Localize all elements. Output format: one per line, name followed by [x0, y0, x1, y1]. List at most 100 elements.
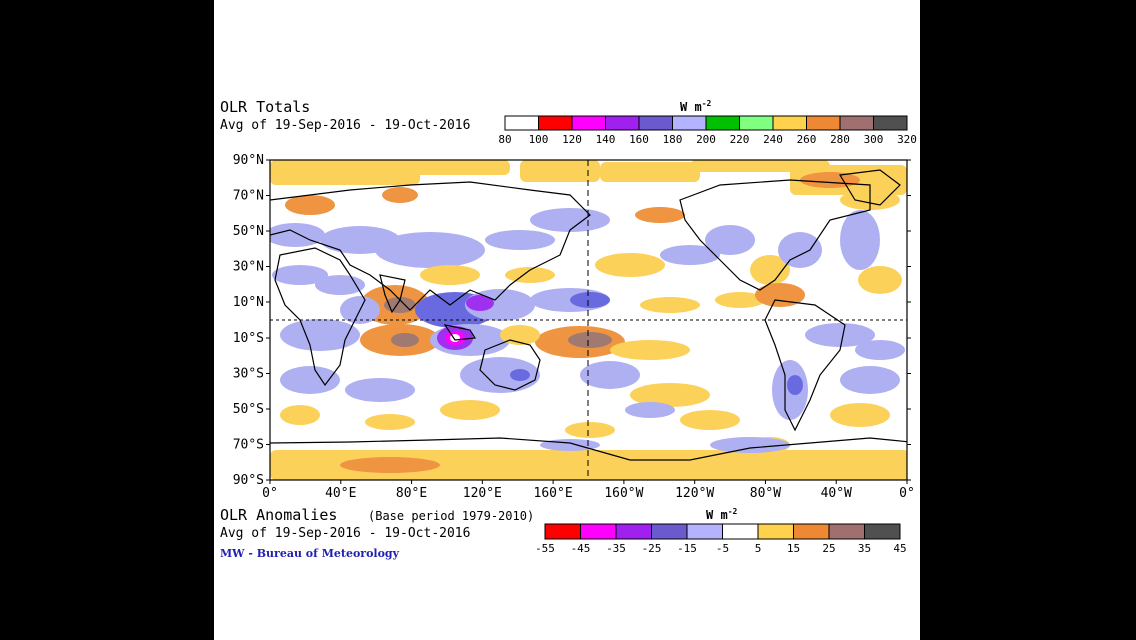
- totals-scale-label: 100: [529, 133, 549, 146]
- lat-label: 50°N: [233, 224, 264, 239]
- anomaly-scale-label: 25: [822, 542, 835, 555]
- anomaly-scale-swatch: [828, 523, 865, 540]
- anomaly-scale-label: 15: [787, 542, 800, 555]
- anomaly-patch: [520, 160, 600, 182]
- anomaly-scale-label: -55: [535, 542, 555, 555]
- anomaly-patch: [530, 208, 610, 232]
- lon-label: 0°: [899, 486, 915, 500]
- coastline: [679, 179, 871, 291]
- anomaly-patch: [375, 232, 485, 268]
- anomaly-patch: [285, 195, 335, 215]
- lat-label: 30°N: [233, 260, 264, 275]
- anomaly-scale-swatch: [686, 523, 723, 540]
- anomaly-patch: [805, 323, 875, 347]
- coastline: [839, 169, 901, 206]
- anomalies-base: (Base period 1979-2010): [368, 509, 535, 523]
- anomaly-patch: [625, 402, 675, 418]
- map-frame: [269, 159, 908, 481]
- anomaly-patch: [460, 357, 540, 393]
- anomaly-patch: [755, 283, 805, 307]
- anomaly-patch: [272, 265, 328, 285]
- totals-scale-label: 180: [663, 133, 683, 146]
- anomaly-patch: [787, 375, 803, 395]
- totals-scale-label: 260: [797, 133, 817, 146]
- anomaly-patch: [570, 292, 610, 308]
- anomaly-patch: [635, 207, 685, 223]
- anomaly-patch: [710, 437, 790, 453]
- totals-scale-swatch: [839, 115, 874, 131]
- anomaly-scale-swatch: [864, 523, 901, 540]
- credit-line: MW - Bureau of Meteorology: [220, 547, 400, 560]
- lat-label: 30°S: [233, 367, 264, 382]
- totals-scale-swatch: [739, 115, 774, 131]
- anomaly-patch: [485, 230, 555, 250]
- lon-label: 80°E: [396, 486, 427, 500]
- figure-page: OLR Totals Avg of 19-Sep-2016 - 19-Oct-2…: [214, 0, 920, 640]
- anomaly-patch: [715, 292, 765, 308]
- lon-label: 160°W: [604, 486, 643, 500]
- totals-scale-swatch: [705, 115, 740, 131]
- anomaly-patch: [840, 366, 900, 394]
- totals-scale-label: 320: [897, 133, 917, 146]
- anomaly-patch: [270, 223, 325, 247]
- anomaly-scale-label: 35: [858, 542, 871, 555]
- anomaly-patch: [750, 255, 790, 285]
- anomaly-patch: [345, 378, 415, 402]
- lat-label: 90°N: [233, 153, 264, 168]
- anomaly-patch: [595, 253, 665, 277]
- anomalies-colorbar: -55 -45 -35 -25 -15 -5 5 15 25 35 45: [535, 523, 907, 555]
- totals-period: Avg of 19-Sep-2016 - 19-Oct-2016: [220, 118, 471, 133]
- anomaly-patch: [340, 457, 440, 473]
- coastline: [274, 247, 366, 387]
- anomaly-patch: [280, 405, 320, 425]
- anomalies-period: Avg of 19-Sep-2016 - 19-Oct-2016: [220, 526, 471, 541]
- anomaly-scale-label: -15: [677, 542, 697, 555]
- anomaly-patch: [365, 414, 415, 430]
- lon-label: 120°E: [463, 486, 502, 500]
- anomaly-patch: [280, 366, 340, 394]
- totals-title: OLR Totals: [220, 98, 311, 116]
- anomaly-scale-swatch: [544, 523, 581, 540]
- anomaly-patch: [858, 266, 902, 294]
- anomaly-patch: [640, 297, 700, 313]
- anomaly-patch: [280, 319, 360, 351]
- coastline: [379, 274, 406, 314]
- lat-label: 10°S: [233, 331, 264, 346]
- anomaly-scale-label: -25: [642, 542, 662, 555]
- totals-scale-label: 240: [763, 133, 783, 146]
- anomaly-scale-label: -35: [606, 542, 626, 555]
- anomaly-patch: [580, 361, 640, 389]
- lat-label: 50°S: [233, 402, 264, 417]
- totals-units: W m-2: [680, 99, 712, 114]
- anomaly-patch: [855, 340, 905, 360]
- anomaly-patch: [800, 172, 860, 188]
- anomaly-scale-swatch: [580, 523, 617, 540]
- lon-label: 40°E: [325, 486, 356, 500]
- anomaly-scale-label: 45: [893, 542, 906, 555]
- anomaly-scale-swatch: [793, 523, 830, 540]
- coastline: [479, 339, 541, 391]
- lat-label: 70°S: [233, 438, 264, 453]
- anomaly-patch: [440, 400, 500, 420]
- totals-scale-label: 280: [830, 133, 850, 146]
- lon-label: 120°W: [675, 486, 714, 500]
- anomaly-patch: [568, 332, 612, 348]
- anomaly-patch: [382, 187, 418, 203]
- anomalies-title: OLR Anomalies: [220, 506, 338, 524]
- totals-scale-swatch: [672, 115, 707, 131]
- anomaly-patch: [391, 333, 419, 347]
- anomaly-patch: [390, 160, 510, 175]
- anomaly-scale-swatch: [651, 523, 688, 540]
- totals-scale-label: 200: [696, 133, 716, 146]
- lon-label: 80°W: [750, 486, 781, 500]
- anomaly-scale-swatch: [615, 523, 652, 540]
- anomaly-scale-label: 5: [755, 542, 762, 555]
- totals-scale-swatch: [504, 115, 539, 131]
- anomaly-scale-label: -45: [571, 542, 591, 555]
- lon-label: 0°: [262, 486, 278, 500]
- anomaly-patch: [315, 275, 365, 295]
- anomaly-patch: [600, 162, 700, 182]
- anomaly-patch: [705, 225, 755, 255]
- anomaly-patch: [270, 160, 420, 185]
- anomaly-patch: [270, 450, 907, 480]
